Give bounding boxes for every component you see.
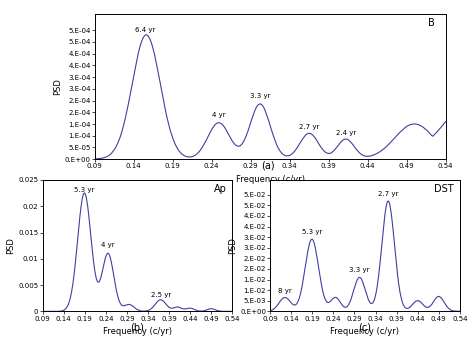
Text: 2.7 yr: 2.7 yr [299, 124, 319, 130]
Text: 3.3 yr: 3.3 yr [250, 93, 270, 99]
Text: (a): (a) [261, 161, 274, 171]
X-axis label: Frequency (c/yr): Frequency (c/yr) [236, 175, 305, 184]
Text: 5.3 yr: 5.3 yr [74, 187, 94, 193]
Text: 2.4 yr: 2.4 yr [336, 130, 356, 136]
Text: 3.3 yr: 3.3 yr [349, 267, 370, 273]
X-axis label: Frequency (c/yr): Frequency (c/yr) [103, 327, 172, 336]
Y-axis label: PSD: PSD [7, 237, 16, 254]
Text: 4 yr: 4 yr [212, 112, 226, 118]
X-axis label: Frequency (c/yr): Frequency (c/yr) [330, 327, 400, 336]
Text: B: B [428, 18, 435, 28]
Text: 2.7 yr: 2.7 yr [378, 191, 398, 197]
Text: (c): (c) [358, 322, 372, 332]
Text: (b): (b) [130, 322, 145, 332]
Y-axis label: PSD: PSD [53, 78, 62, 95]
Text: 5.3 yr: 5.3 yr [302, 229, 322, 235]
Text: 6.4 yr: 6.4 yr [135, 27, 155, 33]
Text: 8 yr: 8 yr [278, 289, 292, 294]
Text: 4 yr: 4 yr [101, 242, 115, 248]
Text: 2.5 yr: 2.5 yr [151, 292, 171, 298]
Text: DST: DST [435, 184, 454, 194]
Y-axis label: PSD: PSD [228, 237, 237, 254]
Text: Ap: Ap [214, 184, 227, 194]
